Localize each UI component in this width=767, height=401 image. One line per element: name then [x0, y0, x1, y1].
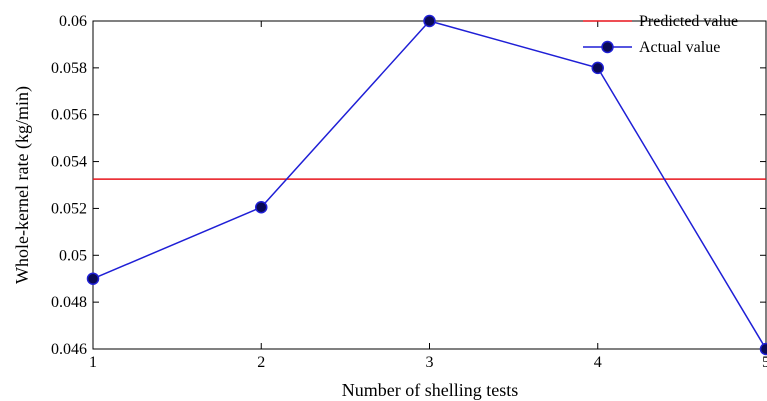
- actual-value-point: [423, 14, 436, 28]
- axes-frame: [92, 20, 767, 350]
- series-layer: [86, 14, 767, 356]
- actual-value-point: [86, 272, 100, 285]
- legend-actual-value-marker: [601, 40, 614, 54]
- y-axis-title: Whole-kernel rate (kg/min): [12, 86, 33, 284]
- legend-predicted-value-label: Predicted value: [639, 13, 738, 30]
- y-tick-label: 0.054: [51, 154, 87, 171]
- x-tick-label: 3: [426, 354, 434, 371]
- legend-actual-value-label: Actual value: [639, 39, 720, 56]
- x-tick-label: 2: [257, 354, 265, 371]
- y-axis-ticks: 0.046 0.048 0.05 0.052 0.054 0.056 0.058 0.06: [51, 13, 766, 358]
- x-tick-label: 1: [89, 354, 97, 371]
- actual-value-point: [591, 61, 604, 75]
- legend: Predicted value Actual value: [583, 13, 738, 56]
- x-tick-label: 5: [762, 354, 767, 371]
- y-tick-label: 0.058: [51, 60, 87, 77]
- plot-border: [92, 20, 767, 350]
- x-axis-title: Number of shelling tests: [342, 380, 518, 400]
- actual-value-point: [255, 201, 268, 214]
- actual-value-point: [759, 342, 767, 356]
- y-tick-label: 0.056: [51, 107, 87, 124]
- y-tick-label: 0.06: [59, 13, 87, 30]
- actual-value-line: [92, 20, 767, 350]
- y-tick-label: 0.052: [51, 200, 87, 217]
- y-tick-label: 0.046: [51, 341, 87, 358]
- y-tick-label: 0.048: [51, 294, 87, 311]
- y-tick-label: 0.05: [59, 247, 87, 264]
- x-tick-label: 4: [594, 354, 602, 371]
- x-axis-ticks: 1 2 3 4 5: [89, 21, 767, 371]
